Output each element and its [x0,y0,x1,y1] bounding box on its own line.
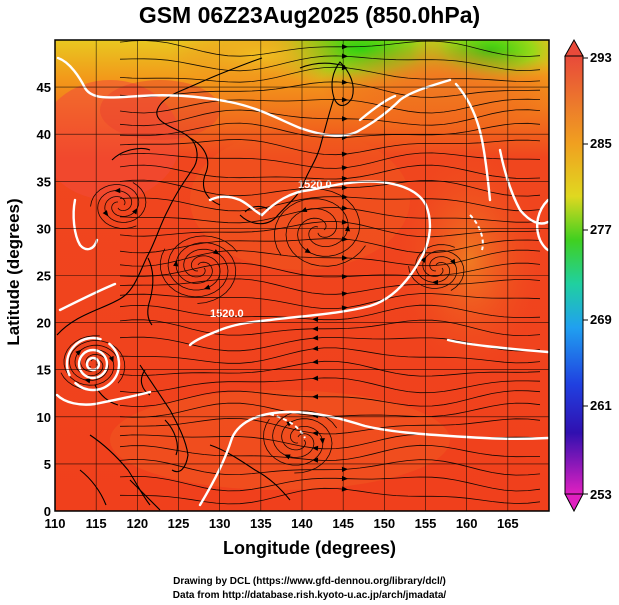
y-tick: 45 [37,80,51,95]
x-tick: 115 [86,516,107,531]
credit-data: Data from http://database.rish.kyoto-u.a… [172,590,447,601]
x-tick: 135 [250,516,272,531]
y-tick: 35 [37,174,51,189]
colorbar-bottom-triangle [564,493,584,513]
colorbar-tick: 269 [590,312,612,327]
colorbar-tick: 277 [590,222,612,237]
y-tick: 10 [37,410,51,425]
x-tick: 150 [373,516,395,531]
x-axis-label: Longitude (degrees) [222,538,396,558]
credit-drawing: Drawing by DCL (https://www.gfd-dennou.o… [173,576,446,587]
x-tick: 120 [126,516,148,531]
x-tick: 145 [332,516,354,531]
y-tick: 25 [37,269,51,284]
colorbar: 293 285 277 269 261 253 [564,38,612,513]
colorbar-tick: 253 [590,487,612,502]
colorbar-tick: 285 [590,136,612,151]
y-tick: 15 [37,363,51,378]
map-title: GSM 06Z23Aug2025 (850.0hPa) [138,2,481,28]
x-axis-ticks: 110 115 120 125 130 135 140 145 150 155 … [45,516,519,531]
contour-label-1: 1520.0 [298,179,332,191]
x-tick: 155 [415,516,437,531]
x-tick: 125 [168,516,190,531]
colorbar-top-triangle [564,38,584,57]
y-tick: 30 [37,221,51,236]
x-tick: 130 [209,516,231,531]
y-tick: 0 [44,504,51,519]
plot-frame [54,39,550,512]
colorbar-tick: 261 [590,398,612,413]
contour-label-2: 1520.0 [210,308,244,320]
colorbar-tick: 293 [590,50,612,65]
y-axis-ticks: 0 5 10 15 20 25 30 35 40 45 [37,80,51,519]
x-tick: 160 [456,516,478,531]
x-tick: 140 [291,516,313,531]
x-tick: 165 [497,516,519,531]
y-tick: 5 [44,457,51,472]
y-tick: 20 [37,316,51,331]
x-tick: 110 [45,516,66,531]
y-tick: 40 [37,127,51,142]
